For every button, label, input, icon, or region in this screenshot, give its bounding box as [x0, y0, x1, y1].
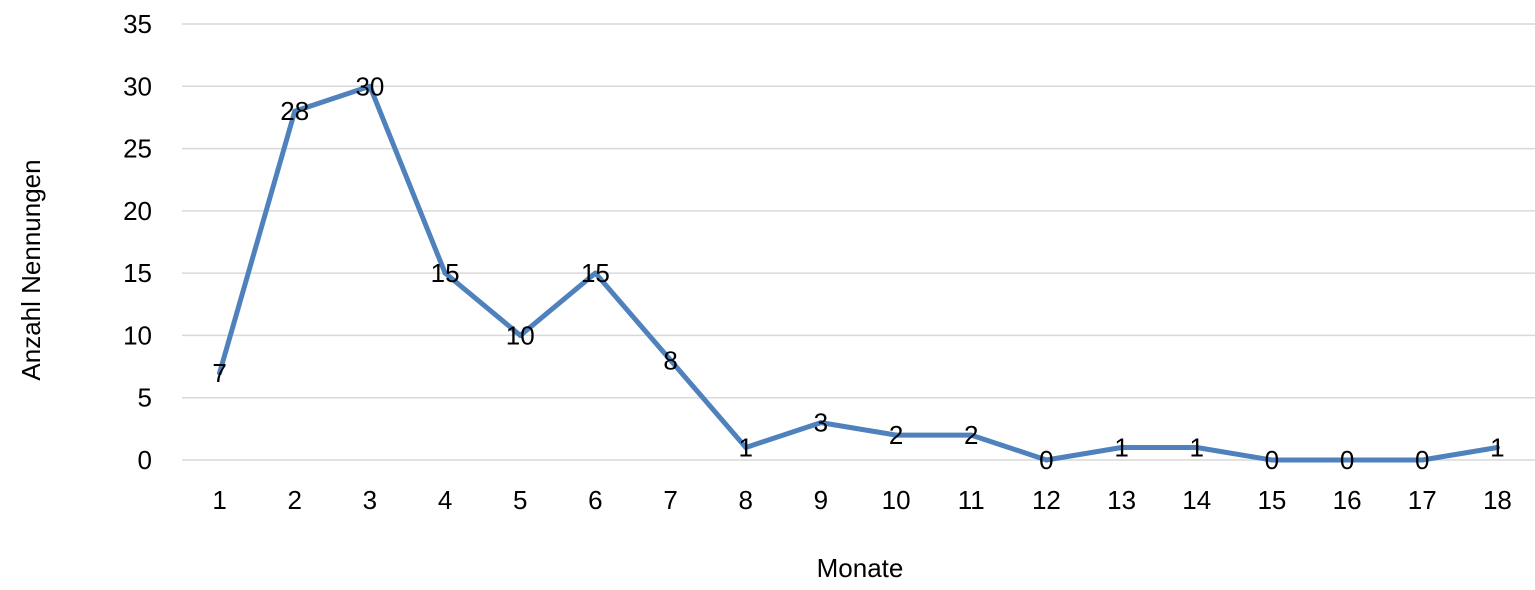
data-label: 30 — [355, 71, 384, 101]
data-label: 1 — [1190, 433, 1204, 463]
data-point — [1419, 457, 1425, 463]
data-label: 2 — [964, 420, 978, 450]
x-tick-label: 7 — [663, 485, 677, 515]
data-label: 1 — [739, 433, 753, 463]
data-point — [592, 270, 598, 276]
data-point — [1043, 457, 1049, 463]
data-label: 7 — [212, 358, 226, 388]
x-tick-label: 3 — [363, 485, 377, 515]
x-axis-ticks: 1 2 3 4 5 6 7 8 9 10 11 12 13 14 15 16 17 18 — [212, 485, 1512, 515]
data-point — [1494, 445, 1500, 451]
data-point — [1119, 445, 1125, 451]
x-tick-label: 9 — [814, 485, 828, 515]
x-tick-label: 6 — [588, 485, 602, 515]
data-point — [292, 108, 298, 114]
data-label: 15 — [431, 258, 460, 288]
y-tick-label: 30 — [123, 71, 152, 101]
data-label: 10 — [506, 320, 535, 350]
x-tick-label: 15 — [1257, 485, 1286, 515]
series-line — [217, 83, 1500, 463]
x-tick-label: 8 — [739, 485, 753, 515]
data-label: 0 — [1415, 445, 1429, 475]
y-axis-ticks: 0 5 10 15 20 25 30 35 — [123, 9, 152, 475]
data-point — [517, 332, 523, 338]
data-point — [1269, 457, 1275, 463]
data-point — [442, 270, 448, 276]
x-tick-label: 18 — [1483, 485, 1512, 515]
series-layer — [217, 83, 1500, 463]
data-label: 15 — [581, 258, 610, 288]
y-tick-label: 20 — [123, 196, 152, 226]
data-label: 3 — [814, 408, 828, 438]
data-label: 28 — [280, 96, 309, 126]
data-point — [1194, 445, 1200, 451]
x-tick-label: 2 — [288, 485, 302, 515]
data-point — [367, 83, 373, 89]
y-axis-title: Anzahl Nennungen — [16, 159, 46, 380]
x-tick-label: 13 — [1107, 485, 1136, 515]
y-tick-label: 35 — [123, 9, 152, 39]
x-tick-label: 14 — [1182, 485, 1211, 515]
x-tick-label: 11 — [958, 485, 985, 515]
y-tick-label: 15 — [123, 258, 152, 288]
gridlines — [182, 23, 1535, 461]
y-tick-label: 0 — [138, 445, 152, 475]
x-tick-label: 1 — [212, 485, 226, 515]
data-label: 0 — [1039, 445, 1053, 475]
y-tick-label: 5 — [138, 383, 152, 413]
data-point — [818, 420, 824, 426]
data-point — [668, 357, 674, 363]
x-tick-label: 17 — [1408, 485, 1437, 515]
data-label: 0 — [1340, 445, 1354, 475]
x-tick-label: 10 — [882, 485, 911, 515]
data-point — [743, 445, 749, 451]
x-axis-title: Monate — [817, 553, 904, 583]
data-label: 8 — [663, 345, 677, 375]
x-tick-label: 16 — [1333, 485, 1362, 515]
data-label: 1 — [1490, 433, 1504, 463]
x-tick-label: 5 — [513, 485, 527, 515]
data-label: 0 — [1265, 445, 1279, 475]
data-label: 2 — [889, 420, 903, 450]
y-tick-label: 10 — [123, 320, 152, 350]
data-point — [968, 432, 974, 438]
data-point — [893, 432, 899, 438]
data-point — [217, 370, 223, 376]
x-tick-label: 12 — [1032, 485, 1061, 515]
y-tick-label: 25 — [123, 134, 152, 164]
x-tick-label: 4 — [438, 485, 452, 515]
data-label: 1 — [1114, 433, 1128, 463]
data-point — [1344, 457, 1350, 463]
